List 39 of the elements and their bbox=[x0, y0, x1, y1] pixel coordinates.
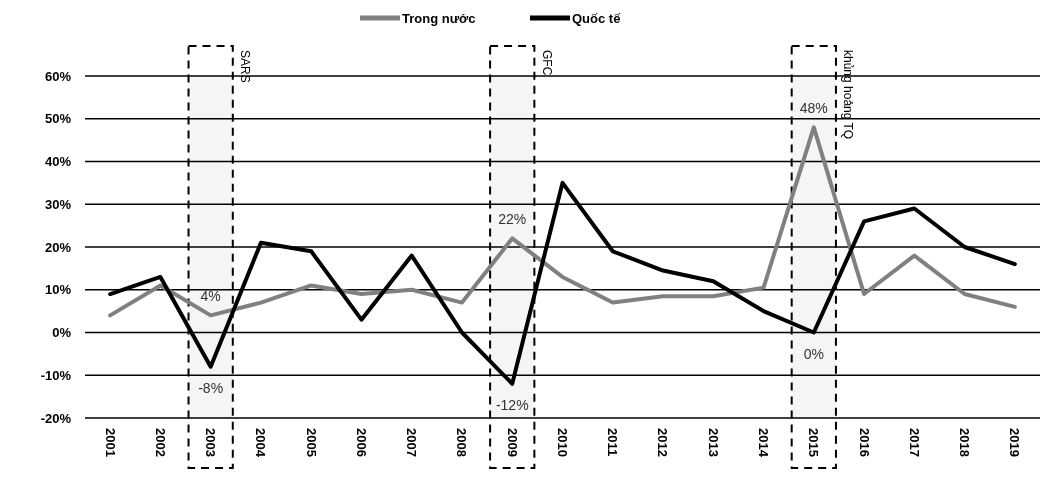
x-tick-label: 2014 bbox=[756, 428, 771, 458]
band-label: GFC bbox=[539, 50, 554, 76]
x-tick-label: 2009 bbox=[504, 428, 520, 457]
x-tick-label: 2001 bbox=[102, 428, 118, 457]
y-tick-label: 20% bbox=[44, 239, 72, 255]
y-tick-label: -10% bbox=[40, 367, 72, 383]
x-tick-label: 2006 bbox=[353, 428, 369, 457]
x-tick-label: 2015 bbox=[806, 428, 822, 457]
x-tick-label: 2012 bbox=[655, 428, 671, 457]
y-tick-label: 60% bbox=[44, 68, 72, 84]
band-label: SARS bbox=[238, 50, 253, 83]
band-label: khủng hoảng TQ bbox=[841, 50, 856, 140]
x-tick-label: 2016 bbox=[856, 428, 872, 457]
y-tick-label: 40% bbox=[44, 154, 72, 170]
y-tick-label: -20% bbox=[40, 410, 72, 426]
legend-label: Trong nước bbox=[402, 10, 476, 26]
data-label: 48% bbox=[799, 100, 828, 117]
x-tick-label: 2017 bbox=[906, 428, 922, 457]
x-tick-label: 2011 bbox=[605, 428, 621, 457]
legend-label: Quốc tế bbox=[572, 10, 622, 26]
x-tick-label: 2018 bbox=[957, 428, 973, 457]
x-tick-label: 2007 bbox=[404, 428, 420, 457]
x-tick-label: 2019 bbox=[1007, 428, 1023, 457]
x-tick-label: 2004 bbox=[253, 428, 269, 458]
x-tick-label: 2013 bbox=[705, 428, 721, 457]
y-tick-label: 10% bbox=[44, 282, 72, 298]
x-tick-label: 2005 bbox=[303, 428, 319, 457]
data-label: -12% bbox=[495, 396, 529, 413]
x-tick-label: 2008 bbox=[454, 428, 470, 457]
x-tick-label: 2010 bbox=[554, 428, 570, 457]
data-label: -8% bbox=[198, 379, 224, 396]
x-tick-label: 2003 bbox=[203, 428, 219, 457]
y-tick-label: 50% bbox=[44, 111, 72, 127]
data-label: 22% bbox=[498, 211, 527, 228]
y-tick-label: 30% bbox=[44, 196, 72, 212]
y-tick-label: 0% bbox=[52, 325, 72, 341]
data-label: 4% bbox=[200, 288, 221, 305]
x-tick-label: 2002 bbox=[152, 428, 168, 457]
data-label: 0% bbox=[803, 345, 824, 362]
